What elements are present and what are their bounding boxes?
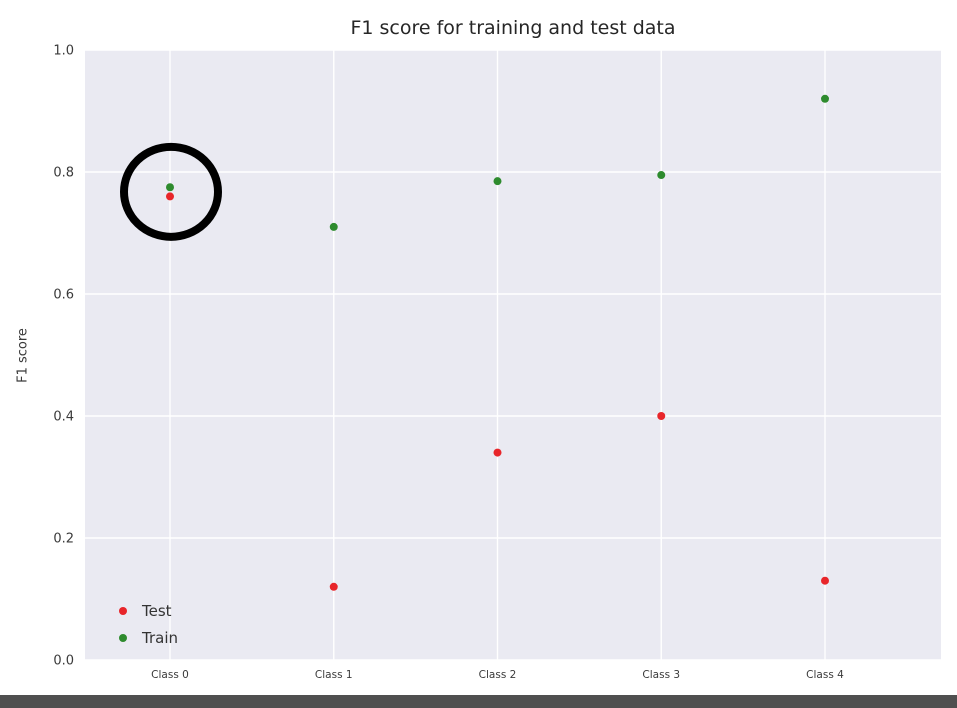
y-tick-label: 0.6 (53, 288, 74, 303)
train-data-point (166, 183, 174, 192)
test-data-point (657, 412, 666, 420)
train-data-point (329, 222, 338, 231)
legend-label-train: Train (142, 628, 178, 647)
chart-title: F1 score for training and test data (350, 17, 676, 39)
legend-marker-test-icon (119, 606, 127, 615)
train-data-point (657, 171, 666, 180)
train-data-point (821, 94, 829, 103)
x-tick-label: Class 2 (479, 669, 517, 681)
train-data-point (493, 177, 502, 186)
y-tick-label: 0.8 (53, 166, 74, 181)
legend-item-test: Test (119, 597, 178, 624)
legend: Test Train (119, 597, 178, 651)
y-tick-label: 0.0 (53, 654, 74, 669)
y-tick-label: 1.0 (53, 44, 74, 59)
plot-background (85, 50, 941, 660)
test-data-point (329, 582, 338, 591)
bottom-strip (0, 695, 957, 708)
test-data-point (493, 448, 502, 457)
legend-item-train: Train (119, 624, 178, 651)
legend-label-test: Test (142, 601, 172, 620)
x-tick-label: Class 1 (315, 669, 353, 681)
x-tick-label: Class 0 (151, 669, 189, 681)
y-tick-label: 0.2 (53, 532, 74, 547)
legend-marker-train-icon (119, 633, 127, 642)
x-tick-label: Class 4 (806, 669, 844, 681)
test-data-point (821, 576, 829, 585)
x-tick-label: Class 3 (642, 669, 680, 681)
y-tick-label: 0.4 (53, 410, 74, 425)
annotation-circle-icon (120, 142, 222, 241)
test-data-point (166, 192, 174, 201)
